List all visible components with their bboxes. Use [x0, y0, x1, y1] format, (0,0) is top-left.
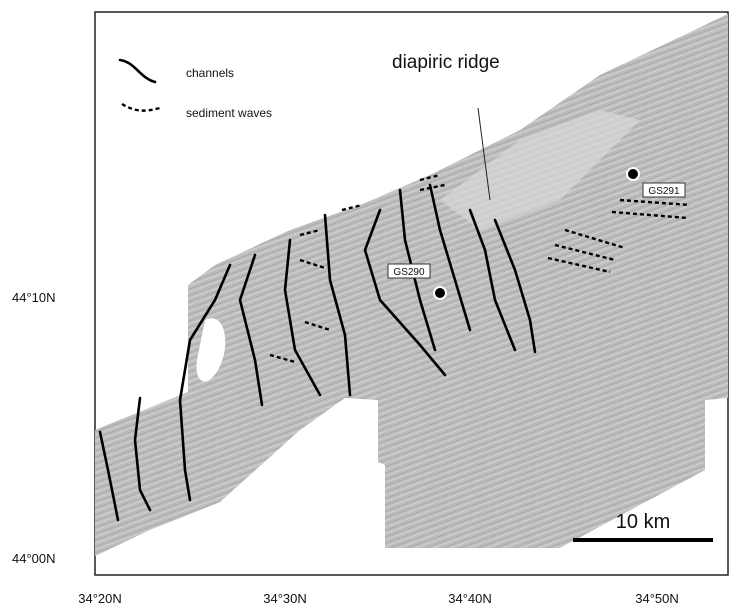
- station-label: GS291: [648, 186, 680, 197]
- station-marker: [434, 287, 446, 299]
- lon-label: 34°40N: [448, 591, 492, 606]
- station-label: GS290: [393, 267, 425, 278]
- ridge-label: diapiric ridge: [392, 52, 500, 73]
- lon-label: 34°30N: [263, 591, 307, 606]
- lon-label: 34°50N: [635, 591, 679, 606]
- legend-label: sediment waves: [186, 106, 272, 120]
- lat-label: 44°00N: [12, 551, 56, 566]
- lon-label: 34°20N: [78, 591, 122, 606]
- scale-label: 10 km: [616, 511, 670, 533]
- lat-label: 44°10N: [12, 290, 56, 305]
- station-marker: [627, 168, 639, 180]
- legend-label: channels: [186, 66, 234, 80]
- map: GS291 GS290 diapiric ridge channels sedi…: [0, 0, 742, 608]
